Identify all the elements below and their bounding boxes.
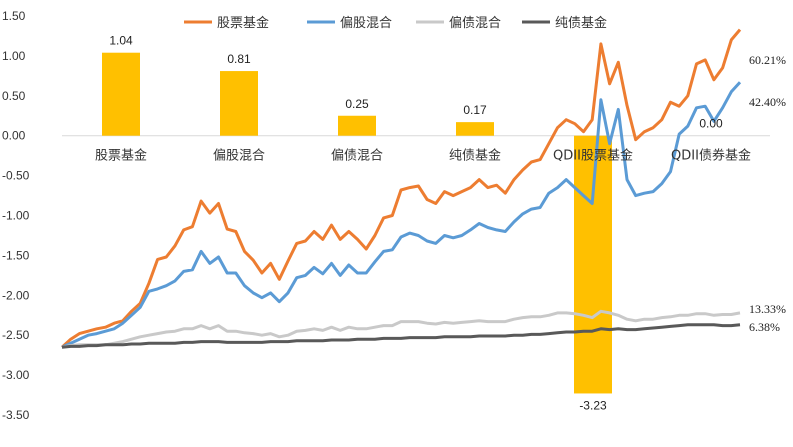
bar-value-label: 0.00: [699, 117, 723, 131]
y-tick-label: -1.50: [2, 248, 30, 262]
y-tick-label: 0.50: [2, 89, 26, 103]
y-tick-label: -2.50: [2, 328, 30, 342]
bar-value-label: 0.25: [345, 97, 369, 111]
y-tick-label: 1.00: [2, 49, 26, 63]
line-end-label: 6.38%: [749, 320, 780, 334]
bar-value-label: -3.23: [579, 398, 607, 412]
line-end-label: 42.40%: [749, 95, 786, 109]
y-tick-label: -2.00: [2, 288, 30, 302]
bar: [220, 71, 258, 136]
bar-value-label: 0.17: [463, 103, 487, 117]
legend-label: 股票基金: [217, 15, 269, 31]
category-label: 股票基金: [95, 148, 147, 164]
series-line: [60, 28, 742, 349]
bar-series: [102, 52, 612, 394]
legend-label: 纯债基金: [555, 15, 607, 31]
line-end-labels: 60.21% 42.40% 13.33% 6.38%: [749, 53, 786, 334]
line-end-label: 60.21%: [749, 53, 786, 67]
category-label: QDII债券基金: [671, 148, 751, 164]
y-tick-label: -3.00: [2, 368, 30, 382]
series-line: [61, 323, 741, 349]
legend-label: 偏债混合: [449, 16, 501, 31]
y-axis: 1.50 1.00 0.50 0.00 -0.50 -1.00 -1.50 -2.00 -2.5…: [2, 9, 770, 422]
category-label: 偏股混合: [213, 149, 265, 164]
legend-label: 偏股混合: [340, 16, 392, 31]
y-tick-label: -0.50: [2, 169, 30, 183]
y-tick-label: -1.00: [2, 209, 30, 223]
y-tick-label: 0.00: [2, 129, 26, 143]
bar-value-label: 1.04: [109, 34, 133, 48]
series-line: [61, 309, 741, 349]
category-labels: 股票基金 偏股混合 偏债混合 纯债基金 QDII股票基金 QDII债券基金: [95, 148, 751, 164]
bar: [574, 135, 612, 394]
y-tick-label: 1.50: [2, 9, 26, 23]
bar: [338, 115, 376, 136]
category-label: 纯债基金: [449, 148, 501, 164]
bar-value-label: 0.81: [227, 52, 251, 66]
line-series: [60, 28, 742, 349]
category-label: 偏债混合: [331, 149, 383, 164]
bar-value-labels: 1.04 0.81 0.25 0.17 -3.23 0.00: [109, 34, 723, 413]
category-label: QDII股票基金: [553, 148, 633, 164]
y-tick-label: -3.50: [2, 408, 30, 422]
bar: [102, 52, 140, 136]
legend: 股票基金 偏股混合 偏债混合 纯债基金: [184, 15, 607, 31]
bar: [456, 122, 494, 136]
line-end-label: 13.33%: [749, 302, 786, 316]
series-line: [61, 81, 742, 349]
